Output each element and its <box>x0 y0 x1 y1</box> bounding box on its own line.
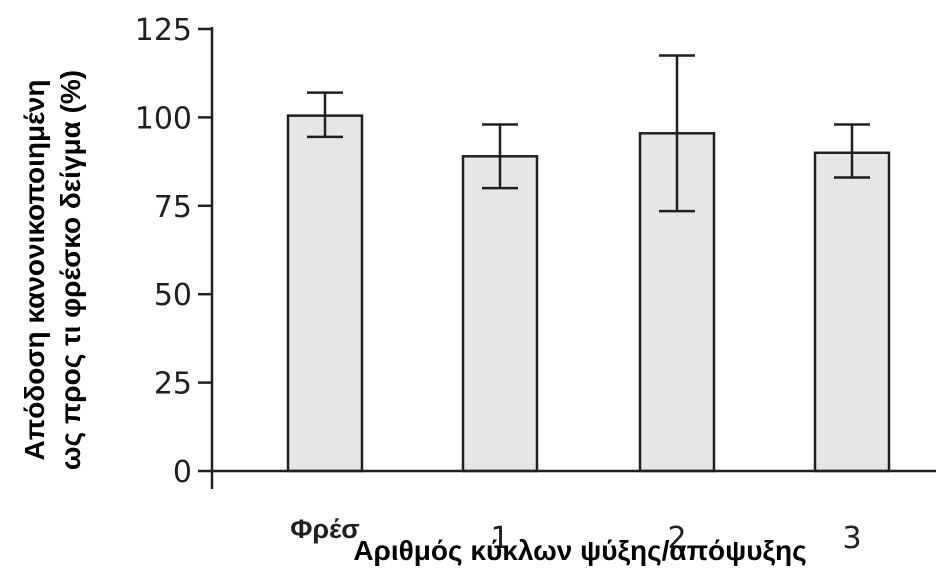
y-tick-label: 25 <box>154 367 192 402</box>
bars-group <box>286 114 891 473</box>
y-axis-title-line-1: Απόδοση κανονικοποιημένη <box>19 80 50 461</box>
y-axis-ticks: 0 25 50 75 100 125 <box>135 13 212 490</box>
x-category-label: 1 <box>490 521 509 556</box>
y-axis-title-line-2: ως προς τι φρέσκο δείγμα (%) <box>55 70 86 470</box>
y-tick-label: 75 <box>154 190 192 225</box>
y-tick-label: 0 <box>173 455 192 490</box>
x-category-label: 3 <box>842 521 861 556</box>
y-tick-label: 100 <box>135 101 192 136</box>
y-tick-label: 125 <box>135 13 192 48</box>
bar <box>461 155 539 473</box>
x-category-label: Φρέσ <box>290 514 360 544</box>
x-axis-categories: Φρέσ 1 2 3 <box>290 514 861 556</box>
x-category-label: 2 <box>667 521 686 556</box>
y-tick-label: 50 <box>154 278 192 313</box>
x-axis-title: Αριθμός κύκλων ψύξης/απόψυξης <box>353 535 806 566</box>
y-axis-title: Απόδοση κανονικοποιημένη ως προς τι φρέσ… <box>19 70 86 470</box>
bar <box>286 114 364 473</box>
error-bars-group <box>307 54 870 213</box>
bar <box>813 151 891 473</box>
